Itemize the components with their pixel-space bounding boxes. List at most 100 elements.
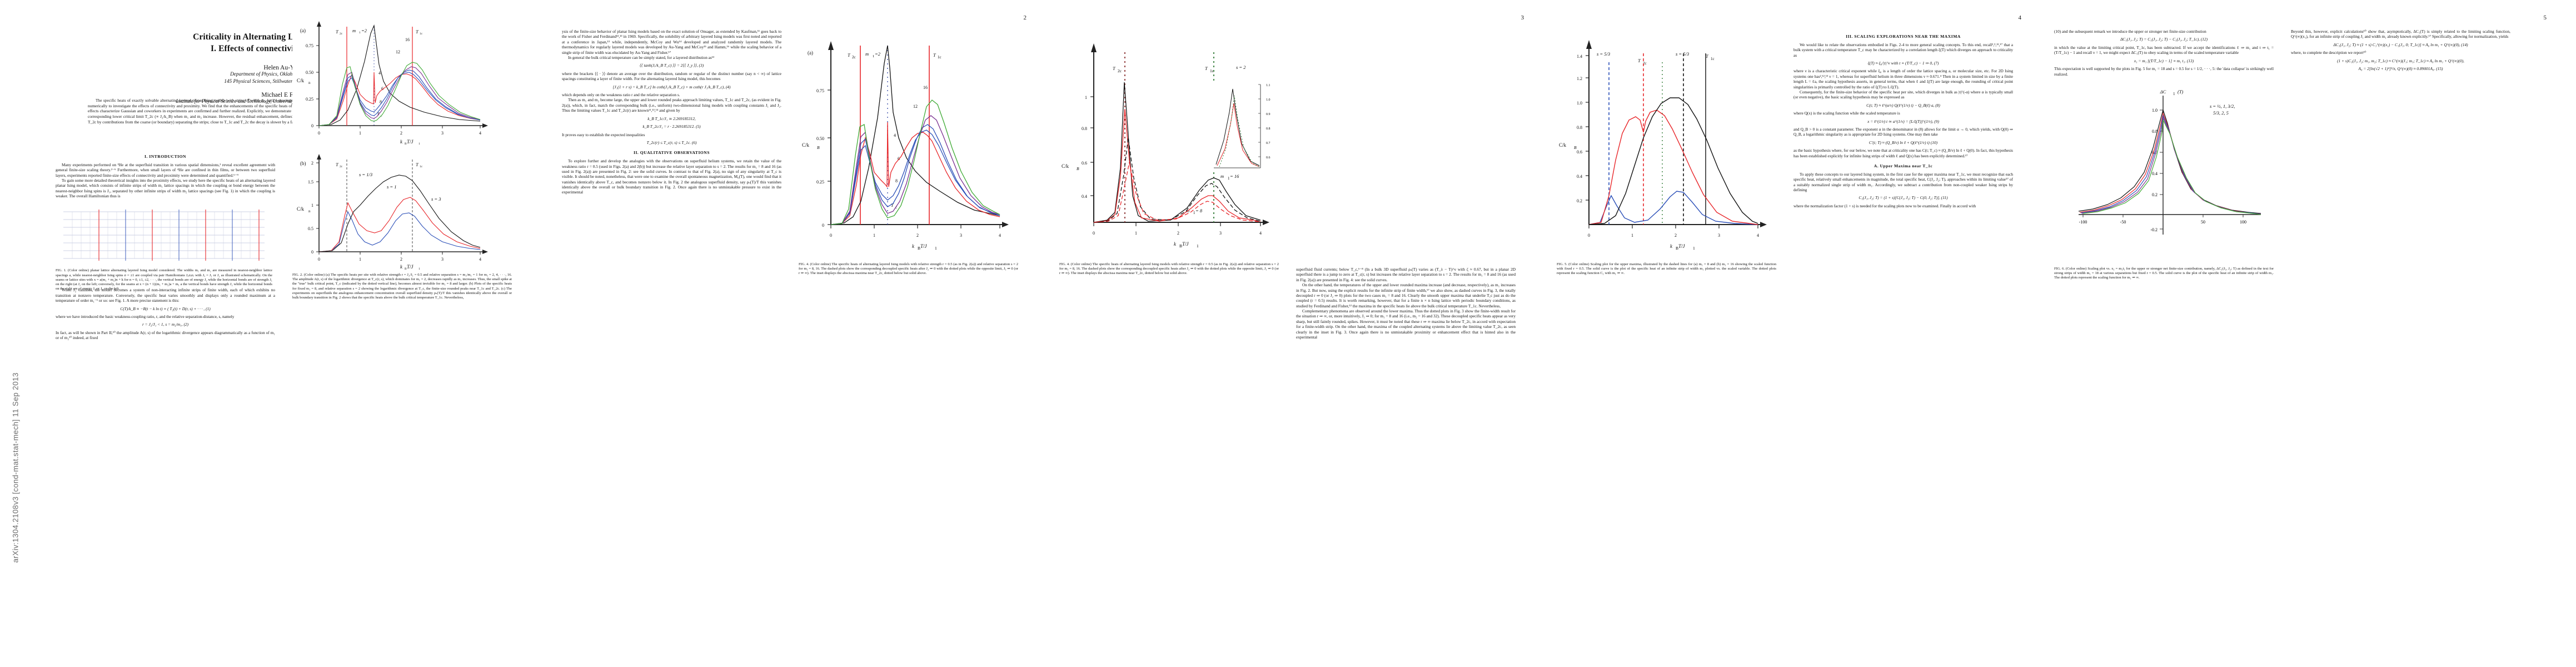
svg-text:2: 2 — [400, 131, 402, 136]
fig1-lattice-diagram — [56, 204, 272, 267]
section-heading-qualitative-observations: II. QUALITATIVE OBSERVATIONS — [633, 150, 710, 156]
svg-text:0.50: 0.50 — [816, 136, 824, 141]
svg-text:2c: 2c — [340, 32, 343, 36]
svg-text:1: 1 — [359, 131, 361, 136]
page-4-column-2: III. SCALING EXPLORATIONS NEAR THE MAXIM… — [1793, 29, 2013, 208]
svg-text:=2: =2 — [361, 28, 367, 33]
paragraph: where ν is a characteristic critical exp… — [1793, 68, 2013, 89]
paragraph: In general the bulk critical temperature… — [568, 54, 715, 60]
page-number: 4 — [2018, 14, 2022, 21]
svg-text:0.75: 0.75 — [816, 88, 824, 93]
page-1: Criticality in Alternating Layered Ising… — [22, 0, 539, 667]
svg-text:T/J: T/J — [407, 139, 414, 145]
author-2-affiliation: Institute for Physical Science and Techn… — [176, 98, 391, 104]
svg-text:s = 2: s = 2 — [1236, 64, 1246, 70]
figure-6-container: 1.0 0.8 0.6 0.4 0.2 -0.2 -100 -50 50 — [2054, 83, 2274, 267]
svg-text:0.6: 0.6 — [1082, 161, 1087, 166]
svg-text:B: B — [308, 82, 311, 85]
figure-5-caption: FIG. 5. (Color online) Scaling plot for … — [1557, 262, 1776, 276]
svg-text:1: 1 — [1135, 231, 1137, 236]
svg-text:= 8: = 8 — [1195, 208, 1203, 213]
svg-text:4: 4 — [894, 133, 896, 138]
svg-text:s = ½, 1, 3/2,: s = ½, 1, 3/2, — [2210, 103, 2235, 109]
svg-text:(a): (a) — [300, 28, 306, 33]
svg-text:-50: -50 — [2120, 220, 2126, 225]
paragraph: (10) and the subsequent remark we introd… — [2054, 29, 2206, 34]
svg-text:0: 0 — [1588, 233, 1590, 238]
svg-text:3: 3 — [1219, 231, 1222, 236]
svg-text:B: B — [405, 267, 407, 271]
svg-text:2c: 2c — [852, 55, 856, 59]
page-1-column-1: I. INTRODUCTION Many experiments perform… — [56, 149, 275, 341]
svg-text:0: 0 — [830, 233, 832, 238]
svg-text:T: T — [848, 52, 851, 58]
figure-4-caption: FIG. 4. (Color online) The specific heat… — [1059, 262, 1279, 276]
svg-text:1: 1 — [873, 54, 874, 58]
svg-text:0.50: 0.50 — [306, 70, 313, 75]
svg-text:s = 5/3: s = 5/3 — [1676, 51, 1689, 57]
equation-16: A₀ = 2[ln(√2 + 1)²]²/π, Q^(∞)(0) ≈ 0.890… — [2358, 66, 2443, 72]
svg-text:6: 6 — [898, 156, 900, 161]
svg-text:1: 1 — [873, 233, 875, 238]
svg-text:c: c — [895, 205, 897, 210]
page-2-column-1: ysis of the finite-size behavior of plan… — [562, 29, 781, 195]
svg-text:4: 4 — [479, 131, 481, 136]
section-heading-scaling-explorations: III. SCALING EXPLORATIONS NEAR THE MAXIM… — [1846, 34, 1961, 39]
svg-text:C/k: C/k — [297, 206, 305, 212]
svg-text:c: c — [381, 115, 382, 118]
paragraph: Many experiments performed on ³He at the… — [56, 162, 275, 178]
svg-text:1c: 1c — [1210, 68, 1214, 73]
svg-text:T: T — [1113, 66, 1116, 71]
svg-text:1.2: 1.2 — [1577, 76, 1582, 81]
page-2: 2 ysis of the finite-size behavior of pl… — [547, 0, 1037, 667]
paragraph: When J₂ vanishes, the model becomes a sy… — [56, 287, 275, 303]
svg-text:4: 4 — [378, 71, 381, 76]
svg-text:0.5: 0.5 — [308, 226, 313, 231]
svg-text:12: 12 — [913, 104, 918, 109]
svg-text:1: 1 — [2173, 92, 2175, 96]
svg-text:0.8: 0.8 — [1577, 125, 1582, 130]
svg-text:k: k — [400, 264, 403, 270]
page-3: 3 1 0.8 0.6 — [1045, 0, 1534, 667]
paragraph: We would like to relate the observations… — [1793, 42, 2013, 58]
svg-text:3: 3 — [441, 257, 444, 262]
paragraph: To gain some more detailed theoretical i… — [56, 177, 275, 198]
svg-text:C/k: C/k — [1559, 142, 1567, 148]
svg-text:12: 12 — [396, 49, 400, 54]
svg-text:B: B — [817, 145, 820, 150]
svg-text:1c: 1c — [938, 55, 941, 59]
svg-text:1: 1 — [1228, 176, 1230, 181]
fig6-scaling-collapse-plot: 1.0 0.8 0.6 0.4 0.2 -0.2 -100 -50 50 — [2054, 83, 2272, 261]
svg-text:T: T — [416, 162, 419, 167]
svg-text:T/J: T/J — [1182, 241, 1189, 247]
fig4-inset: 1.1 1.0 0.9 0.8 0.7 0.6 — [1205, 82, 1270, 171]
svg-text:-100: -100 — [2079, 220, 2087, 225]
svg-text:m: m — [865, 51, 869, 57]
figure-3-caption: FIG. 4. (Color online) The specific heat… — [799, 262, 1018, 276]
svg-text:16: 16 — [405, 37, 410, 42]
svg-text:0.9: 0.9 — [1266, 113, 1270, 116]
paragraph: which depends only on the weakness ratio… — [562, 92, 680, 98]
paragraph: Consequently, for the finite-size behavi… — [1793, 89, 2013, 100]
svg-text:1: 1 — [359, 257, 361, 262]
svg-text:T: T — [336, 29, 339, 34]
equation-8: C(t; T) ≈ ℓ^(α/ν) Q(ℓ^(1/ν) t) − Q_B(ℓ) … — [1866, 102, 1940, 108]
svg-text:1: 1 — [311, 203, 313, 208]
equation-11: C₁(J₁, J₂; T) = (1 + s)[C(J₁, J₂; T) − C… — [1858, 195, 1948, 201]
svg-text:B: B — [405, 142, 407, 146]
figure-1: FIG. 1. (Color online) planar lattice al… — [56, 204, 275, 291]
equation-7: ξ(T) ≈ ξ₀/|t|^ν with t ≡ (T/T_c) − 1 ⇒ 0… — [1867, 60, 1939, 66]
svg-text:C/k: C/k — [1062, 163, 1069, 169]
paragraph: and Q_B > 0 is a constant parameter. The… — [1793, 127, 2013, 137]
svg-text:0: 0 — [1093, 231, 1095, 236]
equation-6: T_2c(r) ≤ T_c(r, s) ≤ T_1c. (6) — [646, 140, 697, 145]
paragraph: To explore further and develop the analo… — [562, 158, 781, 195]
svg-text:1: 1 — [1631, 233, 1633, 238]
svg-text:0.2: 0.2 — [2152, 192, 2158, 197]
svg-text:k: k — [912, 243, 915, 249]
equation-2: r = J₂/J₁ < 1, s = m₂/m₁, (2) — [142, 322, 189, 327]
equation-15: (1 + s)C₁(J₁, J₂; m₁, m₂; T_1c) ≈ C^(∞)(… — [2337, 58, 2464, 63]
svg-text:T: T — [377, 111, 380, 117]
svg-text:1: 1 — [418, 142, 420, 146]
